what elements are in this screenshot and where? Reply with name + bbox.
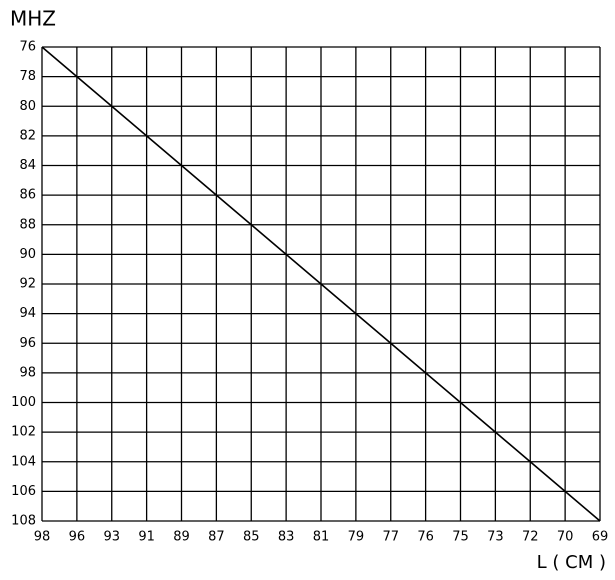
x-tick-label: 76 [417,530,434,545]
y-tick-label: 98 [19,365,36,380]
x-tick-label: 70 [557,530,574,545]
y-axis-label: MHZ [10,7,56,31]
x-tick-label: 87 [208,530,225,545]
y-tick-label: 76 [19,40,36,55]
y-tick-label: 106 [11,484,36,499]
x-tick-label: 85 [243,530,260,545]
y-tick-label: 92 [19,277,36,292]
y-tick-label: 96 [19,336,36,351]
x-tick-label: 96 [69,530,86,545]
y-tick-label: 108 [11,514,36,529]
y-tick-label: 100 [11,395,36,410]
y-tick-label: 84 [19,158,36,173]
y-tick-label: 90 [19,247,36,262]
y-tick-label: 94 [19,306,36,321]
y-tick-label: 88 [19,217,36,232]
x-tick-label: 77 [382,530,399,545]
x-tick-label: 79 [348,530,365,545]
x-tick-label: 91 [138,530,155,545]
y-tick-label: 86 [19,188,36,203]
x-tick-label: 89 [173,530,190,545]
x-tick-label: 81 [313,530,330,545]
x-tick-label: 98 [34,530,51,545]
y-tick-label: 104 [11,454,36,469]
y-tick-label: 102 [11,425,36,440]
x-tick-label: 73 [487,530,504,545]
x-tick-label: 75 [452,530,469,545]
x-tick-label: 72 [522,530,539,545]
data-line [41,46,601,522]
x-tick-label: 83 [278,530,295,545]
y-tick-label: 80 [19,99,36,114]
x-tick-label: 69 [592,530,609,545]
y-tick-label: 78 [19,69,36,84]
y-tick-label: 82 [19,128,36,143]
x-axis-label: L ( CM ) [537,552,606,573]
x-tick-label: 93 [103,530,120,545]
